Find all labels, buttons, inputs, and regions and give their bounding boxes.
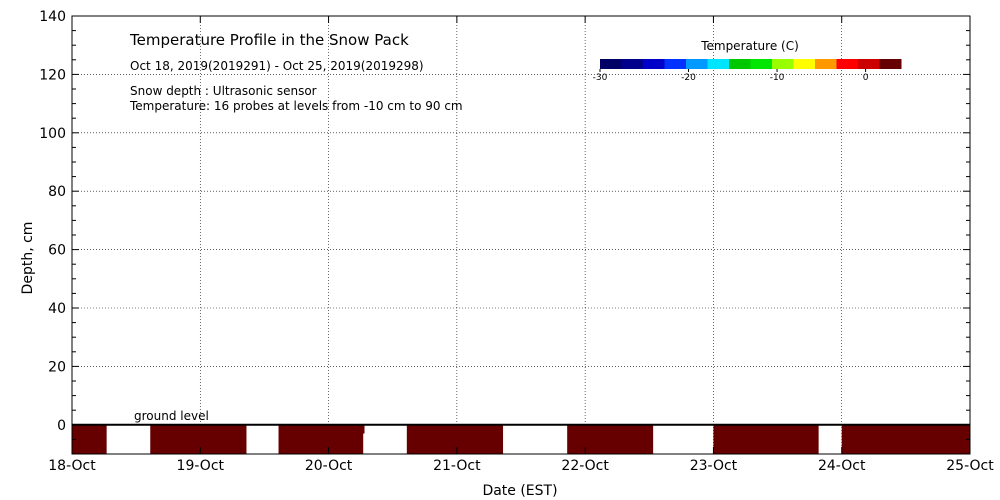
colorbar-swatch <box>793 59 816 69</box>
grid-lines <box>72 16 970 454</box>
x-tick-label: 23-Oct <box>690 458 738 474</box>
heatmap-cells <box>72 424 970 454</box>
heatmap-cell <box>406 424 504 454</box>
x-tick-label: 25-Oct <box>946 458 994 474</box>
colorbar-swatch <box>664 59 687 69</box>
colorbar-tick-label: -30 <box>593 73 608 83</box>
y-tick-label: 100 <box>39 126 66 142</box>
colorbar-swatch <box>686 59 708 69</box>
heatmap-cell <box>713 424 819 454</box>
colorbar-swatch <box>643 59 665 69</box>
note-snow-depth: Snow depth : Ultrasonic sensor <box>130 84 317 98</box>
x-tick-label: 24-Oct <box>818 458 866 474</box>
colorbar-swatch <box>750 59 773 69</box>
axis-tick-labels: 18-Oct 19-Oct 20-Oct 21-Oct 22-Oct 23-Oct 24-O… <box>39 9 994 474</box>
colorbar: Temperature (C) -30 -20 -10 0 <box>593 39 902 83</box>
x-tick-label: 18-Oct <box>48 458 96 474</box>
chart-title: Temperature Profile in the Snow Pack <box>129 31 409 49</box>
x-axis-title: Date (EST) <box>482 483 557 499</box>
colorbar-tick-label: 0 <box>863 73 869 83</box>
axis-ticks <box>71 15 971 455</box>
y-tick-label: 80 <box>48 184 66 200</box>
heatmap-cell <box>150 424 247 454</box>
y-tick-label: 120 <box>39 67 66 83</box>
y-tick-label: 140 <box>39 9 66 25</box>
y-tick-label: 0 <box>57 418 66 434</box>
colorbar-swatch <box>879 59 902 69</box>
colorbar-swatches <box>600 59 902 69</box>
heatmap-cell <box>567 424 654 454</box>
colorbar-tick-labels: -30 -20 -10 0 <box>593 69 869 83</box>
y-tick-label: 40 <box>48 301 66 317</box>
colorbar-swatch <box>836 59 859 69</box>
heatmap-cell <box>841 424 970 454</box>
x-tick-label: 22-Oct <box>561 458 609 474</box>
y-tick-label: 60 <box>48 243 66 259</box>
note-temperature-probes: Temperature: 16 probes at levels from -1… <box>129 99 463 113</box>
colorbar-swatch <box>729 59 751 69</box>
ground-level-label: ground level <box>134 409 209 423</box>
colorbar-swatch <box>815 59 837 69</box>
y-tick-label: 20 <box>48 359 66 375</box>
x-tick-label: 20-Oct <box>305 458 353 474</box>
colorbar-title: Temperature (C) <box>700 39 799 53</box>
x-tick-label: 19-Oct <box>177 458 225 474</box>
colorbar-swatch <box>621 59 644 69</box>
heatmap-cell <box>72 424 107 454</box>
x-tick-label: 21-Oct <box>433 458 481 474</box>
colorbar-swatch <box>772 59 794 69</box>
colorbar-swatch <box>600 59 622 69</box>
chart-subtitle: Oct 18, 2019(2019291) - Oct 25, 2019(201… <box>130 59 424 73</box>
colorbar-tick-label: -20 <box>681 73 696 83</box>
ground-level-marker: ground level <box>72 409 970 426</box>
colorbar-tick-label: -10 <box>770 73 785 83</box>
heatmap-cell <box>333 424 365 434</box>
y-axis-title: Depth, cm <box>20 222 36 295</box>
colorbar-swatch <box>707 59 730 69</box>
colorbar-swatch <box>858 59 880 69</box>
